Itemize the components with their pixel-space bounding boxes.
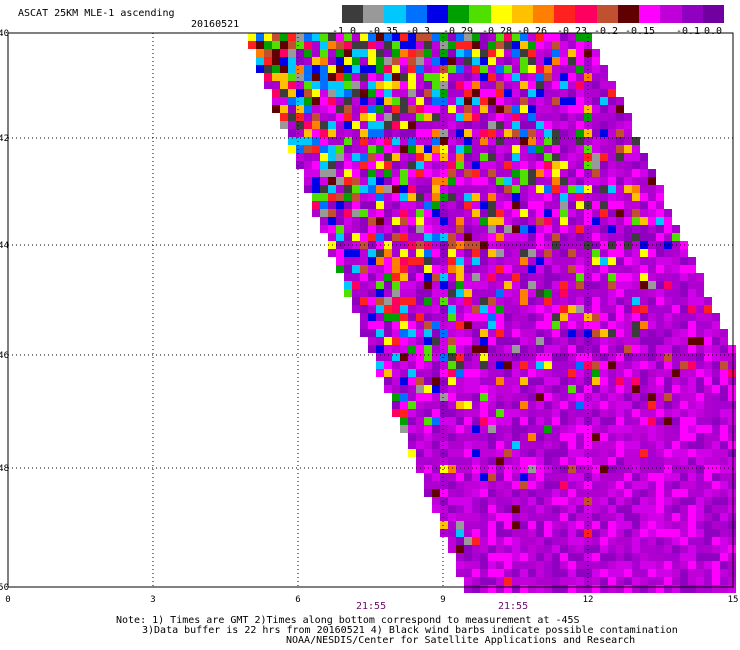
- color-scale-swatch: [426, 5, 449, 23]
- note-line-1: Note: 1) Times are GMT 2)Times along bot…: [116, 615, 580, 626]
- latitude-label: -48: [0, 464, 9, 474]
- color-scale-label: -0.28: [481, 26, 513, 37]
- time-label-2: 21:55: [498, 601, 529, 612]
- note-line-2: 3)Data buffer is 22 hrs from 20160521 4)…: [142, 625, 678, 636]
- longitude-label: 12: [583, 595, 594, 605]
- map-date: 20160521: [191, 19, 240, 30]
- color-scale-swatch: [363, 5, 385, 23]
- longitude-label: 15: [728, 595, 739, 605]
- latitude-labels: -40 -42 -44 -46 -48 -50: [0, 29, 9, 593]
- longitude-labels: 0 3 6 9 12 15: [5, 595, 738, 605]
- color-scale-swatch: [384, 5, 406, 23]
- map-frame: [7, 32, 734, 588]
- footnotes: Note: 1) Times are GMT 2)Times along bot…: [110, 616, 678, 646]
- color-scale-label: -0.35: [367, 26, 399, 37]
- longitude-label: 3: [150, 595, 155, 605]
- color-scale-swatch: [681, 5, 703, 23]
- color-scale-swatch: [596, 5, 618, 23]
- latitude-label: -46: [0, 351, 9, 361]
- longitude-label: 0: [5, 595, 10, 605]
- color-scale-label: -0.29: [442, 26, 474, 37]
- color-scale-swatch: [342, 5, 364, 23]
- color-scale-label: -0.2: [593, 26, 619, 37]
- color-scale-swatch: [660, 5, 682, 23]
- color-scale-swatch: [511, 5, 533, 23]
- latitude-label: -40: [0, 29, 9, 39]
- color-scale-swatch: [702, 5, 724, 23]
- color-scale-swatch: [448, 5, 470, 23]
- color-scale-swatch: [575, 5, 597, 23]
- map-title: ASCAT 25KM MLE-1 ascending: [18, 8, 175, 19]
- color-scale-swatch: [554, 5, 576, 23]
- color-scale-swatch: [617, 5, 640, 23]
- color-scale-swatch: [405, 5, 427, 23]
- color-scale-swatch: [532, 5, 555, 23]
- longitude-label: 9: [440, 595, 445, 605]
- color-scale-bar: [342, 5, 724, 23]
- grid-lines: [8, 33, 733, 587]
- latitude-label: -50: [0, 583, 9, 593]
- longitude-label: 6: [295, 595, 300, 605]
- color-scale-label: -0.23: [556, 26, 588, 37]
- color-scale-label: -0.15: [624, 26, 656, 37]
- latitude-label: -42: [0, 134, 9, 144]
- color-scale-label: -0.1: [675, 26, 701, 37]
- latitude-label: -44: [0, 241, 9, 251]
- note-line-3: NOAA/NESDIS/Center for Satellite Applica…: [286, 635, 636, 646]
- color-scale-labels: -1.0 -0.35 -0.3 -0.29 -0.28 -0.26 -0.23 -0.2 -0.…: [320, 26, 740, 38]
- color-scale-label: -1.0: [331, 26, 357, 37]
- color-scale-label: 0.0: [703, 26, 723, 37]
- color-scale-swatch: [639, 5, 661, 23]
- color-scale-label: -0.26: [516, 26, 548, 37]
- time-label-1: 21:55: [356, 601, 387, 612]
- data-swath: [248, 33, 736, 593]
- color-scale-label: -0.3: [405, 26, 431, 37]
- color-scale-swatch: [490, 5, 512, 23]
- color-scale-swatch: [469, 5, 491, 23]
